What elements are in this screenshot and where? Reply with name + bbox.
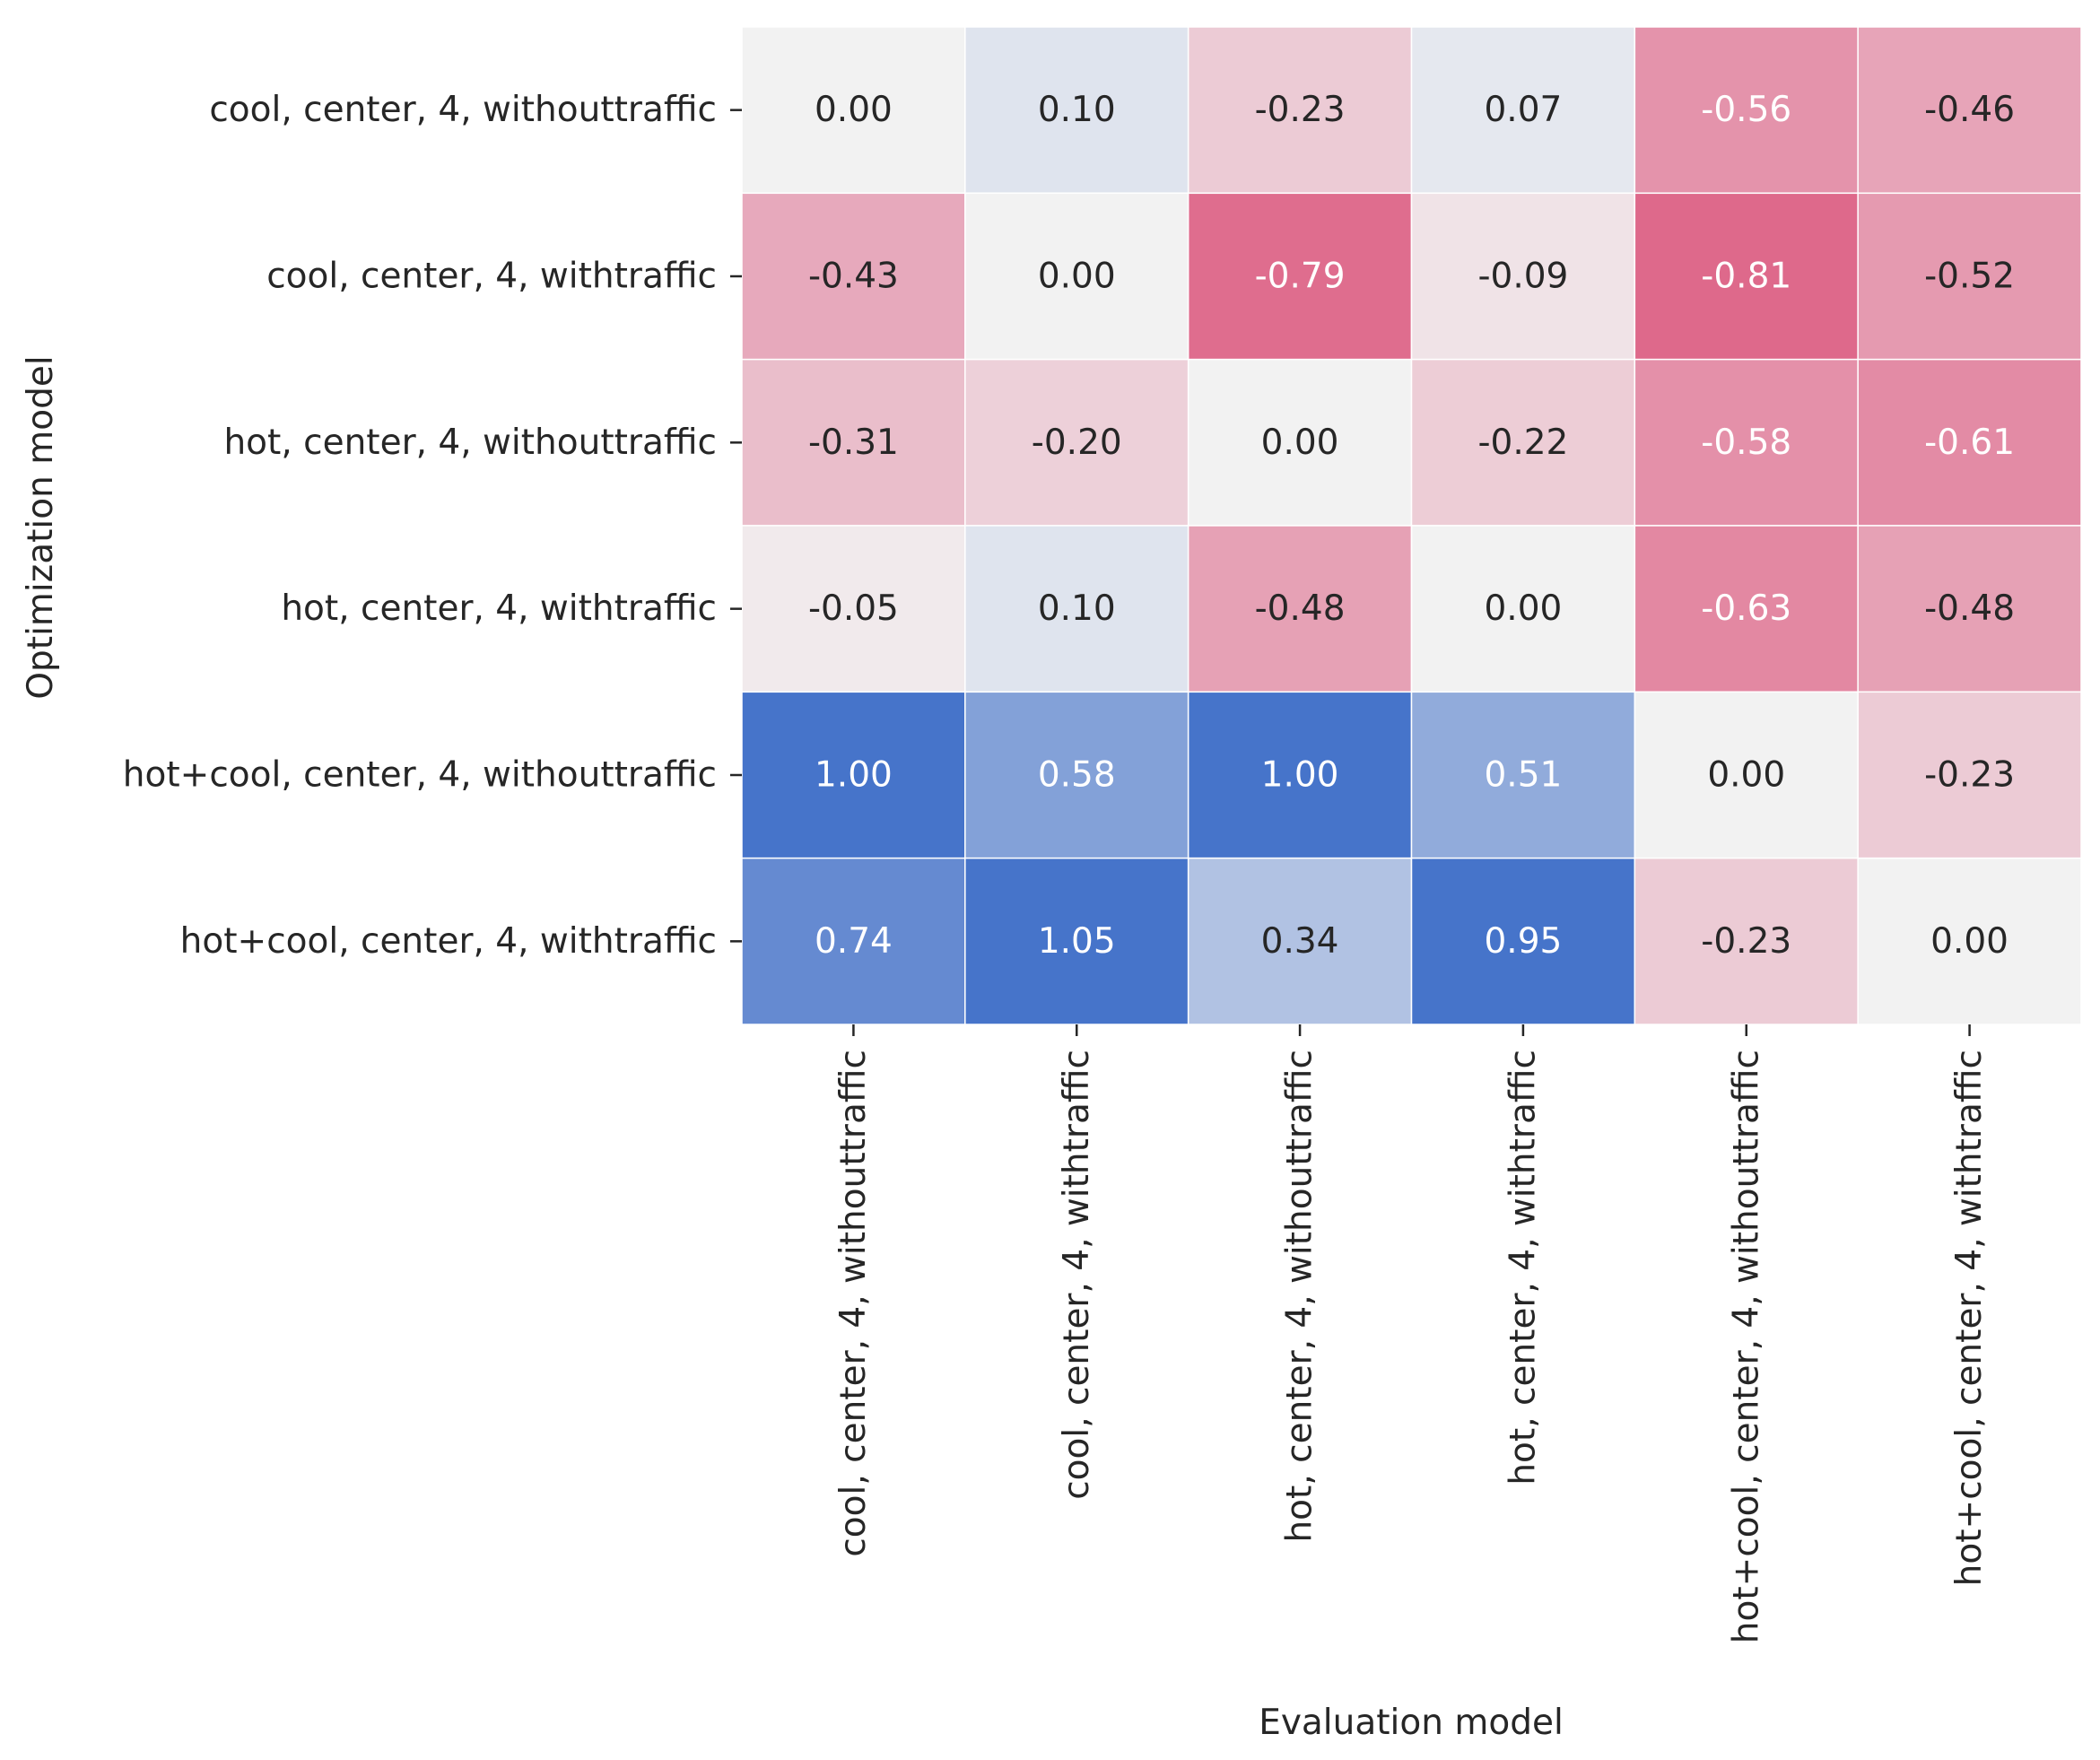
heatmap-cell xyxy=(1410,525,1636,693)
heatmap-cell xyxy=(741,525,966,693)
x-tick-label: hot+cool, center, 4, withouttraffic xyxy=(1726,1050,1766,1643)
heatmap-cell xyxy=(1857,358,2082,527)
cell-value-label: -0.81 xyxy=(1701,257,1791,297)
cell-value-label: -0.63 xyxy=(1701,588,1791,629)
cell-value-label: -0.58 xyxy=(1701,423,1791,463)
cell-value-label: 0.10 xyxy=(1038,90,1116,130)
heatmap-cell xyxy=(1634,857,1859,1025)
cell-value-label: -0.05 xyxy=(808,588,899,629)
y-axis-title: Optimization model xyxy=(21,355,61,699)
cell-value-label: 0.00 xyxy=(1261,423,1339,463)
heatmap-cell xyxy=(1410,857,1636,1025)
cell-value-label: 0.10 xyxy=(1038,588,1116,629)
heatmap-cell xyxy=(1857,691,2082,859)
cell-value-label: -0.48 xyxy=(1255,588,1346,629)
cell-value-label: -0.52 xyxy=(1924,257,2015,297)
cell-value-label: -0.23 xyxy=(1924,755,2015,796)
x-tick-label: hot, center, 4, withouttraffic xyxy=(1280,1050,1320,1543)
cell-value-label: 0.51 xyxy=(1484,755,1562,796)
heatmap-cell xyxy=(1634,358,1859,527)
heatmap-cell xyxy=(741,857,966,1025)
heatmap-cell xyxy=(1857,525,2082,693)
cell-value-label: 0.00 xyxy=(815,90,893,130)
cell-value-label: 0.58 xyxy=(1038,755,1116,796)
heatmap-cell xyxy=(964,26,1189,195)
heatmap-cell xyxy=(964,525,1189,693)
heatmap-cell xyxy=(1634,26,1859,195)
x-tick-label: hot+cool, center, 4, withtraffic xyxy=(1949,1050,1990,1586)
cell-value-label: 0.95 xyxy=(1484,921,1562,962)
cell-value-label: 1.00 xyxy=(1261,755,1339,796)
y-tick-label: cool, center, 4, withtraffic xyxy=(266,257,717,297)
y-tick-label: hot, center, 4, withouttraffic xyxy=(223,423,717,463)
cell-value-label: 1.05 xyxy=(1038,921,1116,962)
heatmap-cell xyxy=(1634,691,1859,859)
heatmap-cell xyxy=(1410,192,1636,361)
cell-value-label: -0.61 xyxy=(1924,423,2015,463)
heatmap-cell xyxy=(1857,26,2082,195)
cell-value-label: -0.79 xyxy=(1255,257,1346,297)
heatmap-cell xyxy=(1857,857,2082,1025)
cell-value-label: 0.00 xyxy=(1707,755,1785,796)
cell-value-label: -0.22 xyxy=(1477,423,1568,463)
cell-value-label: 0.07 xyxy=(1484,90,1562,130)
heatmap-cell xyxy=(964,192,1189,361)
cell-value-label: -0.46 xyxy=(1924,90,2015,130)
cell-value-label: 0.00 xyxy=(1930,921,2009,962)
y-tick-label: hot, center, 4, withtraffic xyxy=(281,588,717,629)
heatmap-cell xyxy=(1410,26,1636,195)
cell-value-label: -0.09 xyxy=(1477,257,1568,297)
cell-value-label: -0.23 xyxy=(1255,90,1346,130)
x-axis-title: Evaluation model xyxy=(1259,1703,1564,1743)
heatmap-cell xyxy=(1187,691,1413,859)
cell-value-label: 0.00 xyxy=(1484,588,1562,629)
heatmap-cell xyxy=(741,26,966,195)
y-axis: cool, center, 4, withouttraffic cool, cen… xyxy=(123,90,742,962)
cell-value-label: 0.00 xyxy=(1038,257,1116,297)
cell-value-label: -0.20 xyxy=(1032,423,1122,463)
cell-value-label: -0.48 xyxy=(1924,588,2015,629)
y-tick-label: hot+cool, center, 4, withtraffic xyxy=(180,921,717,962)
heatmap-cell xyxy=(1410,358,1636,527)
x-tick-label: cool, center, 4, withtraffic xyxy=(1057,1050,1097,1500)
heatmap-cell xyxy=(1410,691,1636,859)
heatmap-cells: 0.00 0.10 -0.23 0.07 -0.56 -0.46 -0.43 0.00 -0.7… xyxy=(741,26,2082,1025)
cell-value-label: 0.34 xyxy=(1261,921,1339,962)
heatmap-cell xyxy=(964,358,1189,527)
heatmap-cell xyxy=(741,691,966,859)
heatmap-cell xyxy=(741,358,966,527)
cell-value-label: 1.00 xyxy=(815,755,893,796)
x-tick-label: hot, center, 4, withtraffic xyxy=(1503,1050,1543,1486)
heatmap-cell xyxy=(1187,358,1413,527)
cell-value-label: 0.74 xyxy=(815,921,893,962)
cell-value-label: -0.31 xyxy=(808,423,899,463)
y-tick-label: cool, center, 4, withouttraffic xyxy=(209,90,717,130)
cell-value-label: -0.43 xyxy=(808,257,899,297)
x-tick-label: cool, center, 4, withouttraffic xyxy=(833,1050,874,1557)
x-axis: cool, center, 4, withouttraffic cool, cen… xyxy=(833,1024,1990,1643)
heatmap-cell xyxy=(1857,192,2082,361)
cell-value-label: -0.23 xyxy=(1701,921,1791,962)
y-tick-label: hot+cool, center, 4, withouttraffic xyxy=(123,755,717,796)
cell-value-label: -0.56 xyxy=(1701,90,1791,130)
heatmap-cell xyxy=(1187,26,1413,195)
heatmap-cell xyxy=(1634,525,1859,693)
heatmap-cell xyxy=(1187,525,1413,693)
